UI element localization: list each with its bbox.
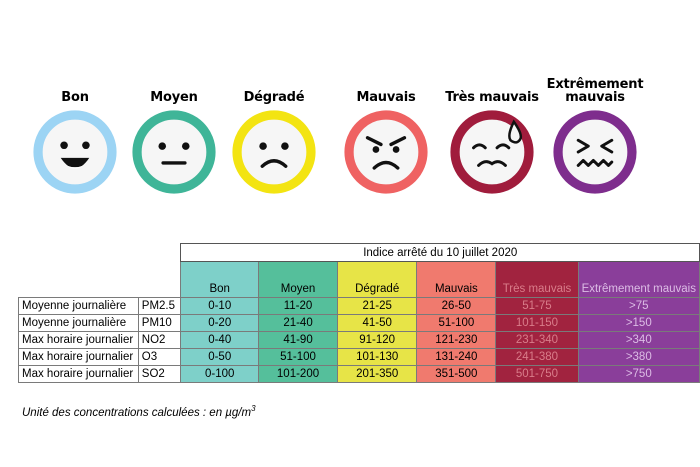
cell-value: >75 [577,297,700,315]
cell-value: >380 [577,348,700,366]
cell-value: 0-10 [180,297,259,315]
cell-value: 26-50 [416,297,497,315]
level-header-mauvais: Mauvais [416,261,497,298]
face-moyen: Moyen [124,68,224,194]
cell-value: 241-380 [495,348,579,366]
face-mauvais: Mauvais [336,68,436,194]
row-label: Moyenne journalière [18,314,139,332]
level-title-bon: Bon [61,90,89,105]
table-row: Moyenne journalière PM2.5 0-10 11-20 21-… [18,297,700,315]
units-note-text: Unité des concentrations calculées : en … [22,406,252,419]
cell-value: 101-200 [257,365,339,383]
level-title-moyen: Moyen [150,90,198,105]
cell-value: 91-120 [337,331,418,349]
cell-value: 0-50 [180,348,259,366]
sweating-face-icon [450,110,534,194]
table-row: Moyenne journalière PM10 0-20 21-40 41-5… [18,314,700,332]
row-pollutant: SO2 [137,365,182,383]
table-level-header-row: Bon Moyen Dégradé Mauvais Très mauvais E… [19,261,700,298]
cell-value: >150 [577,314,700,332]
level-header-degrade: Dégradé [337,261,418,298]
cell-value: 41-90 [257,331,339,349]
cell-value: 21-40 [257,314,339,332]
row-label: Moyenne journalière [18,297,139,315]
cell-value: >750 [577,365,700,383]
row-pollutant: PM2.5 [137,297,182,315]
cell-value: 51-100 [257,348,339,366]
level-title-mauvais: Mauvais [356,90,416,105]
big-smile-face-icon [33,110,117,194]
cell-value: 11-20 [257,297,339,315]
cell-value: 121-230 [416,331,497,349]
table-row: Max horaire journalier SO2 0-100 101-200… [18,365,700,383]
table-row: Max horaire journalier O3 0-50 51-100 10… [18,348,700,366]
row-label: Max horaire journalier [18,331,139,349]
face-bon: Bon [25,68,125,194]
units-note-superscript: 3 [251,404,256,413]
cell-value: 41-50 [337,314,418,332]
face-degrade: Dégradé [224,68,324,194]
row-label: Max horaire journalier [18,348,139,366]
cell-value: 21-25 [337,297,418,315]
face-extremement-mauvais: Extrêmement mauvais [545,68,645,194]
level-title-tres-mauvais: Très mauvais [445,90,539,105]
cell-value: >340 [577,331,700,349]
cell-value: 131-240 [416,348,497,366]
level-title-degrade: Dégradé [243,90,305,105]
cell-value: 101-130 [337,348,418,366]
cell-value: 101-150 [495,314,579,332]
face-tres-mauvais: Très mauvais [442,68,542,194]
neutral-face-icon [132,110,216,194]
cell-value: 351-500 [416,365,497,383]
level-header-bon: Bon [180,261,259,298]
air-quality-index-table: Indice arrêté du 10 juillet 2020 Bon Moy… [18,243,700,383]
level-header-tres-mauvais: Très mauvais [495,261,579,298]
cell-value: 501-750 [495,365,579,383]
level-header-extremement-mauvais: Extrêmement mauvais [577,261,700,298]
frowning-face-icon [232,110,316,194]
grimacing-face-icon [553,110,637,194]
cell-value: 0-20 [180,314,259,332]
cell-value: 231-340 [495,331,579,349]
level-title-extremement-mauvais: Extrêmement mauvais [546,77,644,105]
units-note: Unité des concentrations calculées : en … [22,404,256,419]
table-row: Max horaire journalier NO2 0-40 41-90 91… [18,331,700,349]
cell-value: 0-100 [180,365,259,383]
row-pollutant: O3 [137,348,182,366]
table-date-row: Indice arrêté du 10 juillet 2020 [19,243,700,262]
row-label: Max horaire journalier [18,365,139,383]
cell-value: 51-100 [416,314,497,332]
table-date-header: Indice arrêté du 10 juillet 2020 [180,243,700,262]
cell-value: 51-75 [495,297,579,315]
cell-value: 201-350 [337,365,418,383]
row-pollutant: PM10 [137,314,182,332]
angry-face-icon [344,110,428,194]
level-header-moyen: Moyen [257,261,339,298]
cell-value: 0-40 [180,331,259,349]
row-pollutant: NO2 [137,331,182,349]
